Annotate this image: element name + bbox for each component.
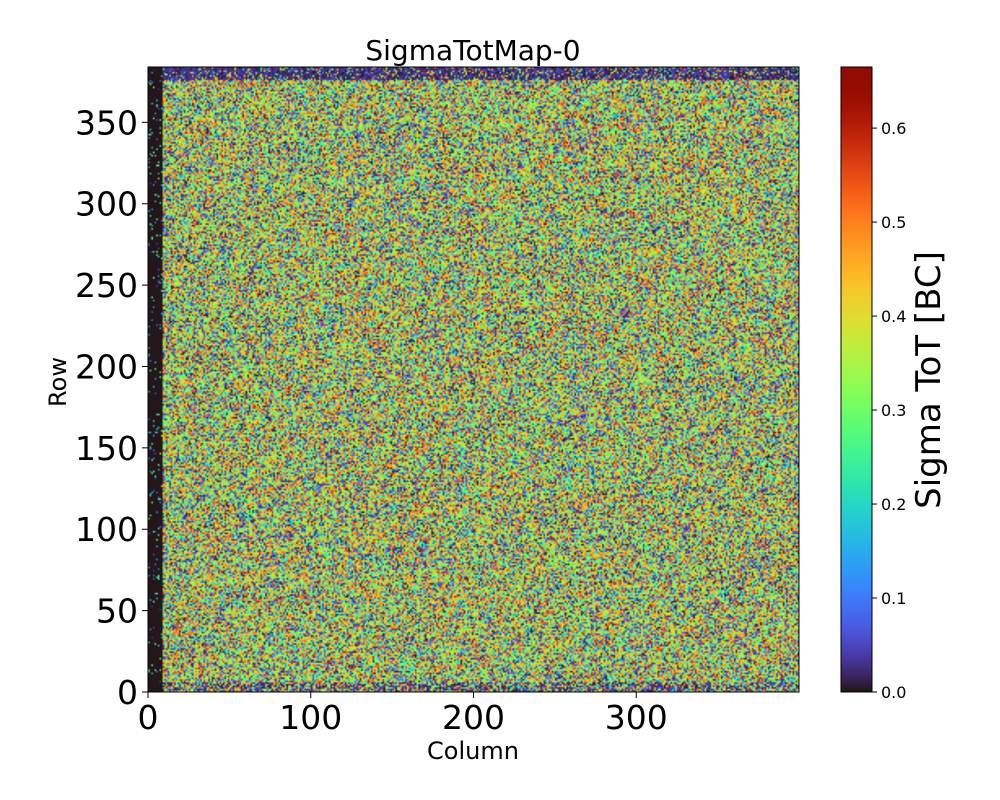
colorbar-gradient	[841, 67, 872, 692]
y-tick-label: 200	[75, 347, 138, 386]
y-tick-label: 300	[75, 185, 138, 224]
x-tick-label: 200	[442, 698, 505, 737]
heatmap-image	[148, 67, 799, 692]
x-axis-ticks: 0 100 200 300	[138, 692, 668, 737]
colorbar-tick-label: 0.3	[881, 401, 906, 420]
colorbar-frame	[840, 66, 873, 693]
colorbar-tick-label: 0.6	[881, 119, 906, 138]
y-tick-label: 100	[75, 510, 138, 549]
colorbar-ticks: 0.0 0.1 0.2 0.3 0.4 0.5 0.6	[872, 119, 906, 702]
x-tick-label: 0	[138, 698, 159, 737]
colorbar-tick-label: 0.5	[881, 213, 906, 232]
x-tick-label: 100	[279, 698, 342, 737]
y-tick-label: 0	[117, 673, 138, 712]
colorbar-tick-label: 0.1	[881, 589, 906, 608]
y-axis-label: Row	[44, 357, 72, 407]
x-axis-label: Column	[427, 737, 519, 765]
x-tick-label: 300	[605, 698, 668, 737]
y-tick-label: 150	[75, 429, 138, 468]
y-tick-label: 350	[75, 103, 138, 142]
y-tick-label: 250	[75, 266, 138, 305]
colorbar-label: Sigma ToT [BC]	[909, 251, 949, 509]
colorbar-tick-label: 0.4	[881, 307, 906, 326]
chart-title: SigmaTotMap-0	[365, 34, 580, 67]
colorbar-tick-label: 0.0	[881, 683, 906, 702]
y-tick-label: 50	[96, 592, 138, 631]
y-axis-ticks: 0 50 100 150 200 250 300 350	[75, 103, 148, 712]
colorbar-tick-label: 0.2	[881, 495, 906, 514]
